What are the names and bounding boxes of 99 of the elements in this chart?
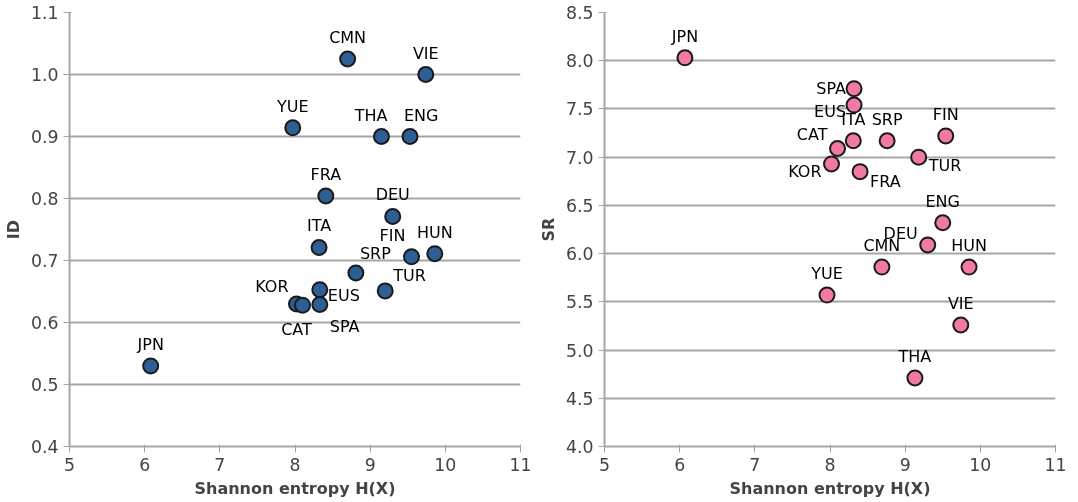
series-label: SRP — [359, 243, 392, 263]
series-label: JPN — [136, 334, 164, 354]
point — [845, 80, 863, 98]
series-label: KOR — [255, 276, 289, 296]
y-tick-label: 4.0 — [565, 437, 594, 457]
series-label: YUE — [275, 96, 309, 116]
point — [919, 236, 937, 254]
series-label: FIN — [379, 225, 406, 245]
x-tick-label: 6 — [674, 454, 686, 475]
series-label: HUN — [951, 236, 987, 256]
y-axis-title: SR — [538, 217, 558, 242]
x-tick-label: 7 — [749, 454, 761, 475]
x-axis-title: Shannon entropy H(X) — [729, 478, 931, 498]
x-tick-label: 5 — [598, 454, 611, 475]
point — [878, 132, 896, 150]
point — [844, 132, 862, 150]
series-label: YUE — [810, 264, 843, 284]
y-tick-label: 0.9 — [30, 127, 59, 147]
point — [403, 248, 421, 266]
point — [426, 245, 444, 263]
point — [851, 163, 869, 181]
x-tick-label: 7 — [214, 454, 226, 475]
point — [676, 49, 694, 67]
y-tick-label: 8.0 — [565, 51, 594, 72]
y-tick-label: 1.0 — [30, 65, 59, 85]
series-label: ENG — [925, 191, 960, 211]
y-tick-label: 0.6 — [30, 313, 59, 333]
series-label: HUN — [416, 222, 453, 242]
y-tick-label: 4.5 — [565, 388, 594, 409]
y-tick-label: 1.1 — [30, 3, 59, 23]
series-label: THA — [897, 347, 932, 367]
point — [284, 119, 302, 137]
point — [960, 258, 978, 276]
point — [372, 128, 390, 145]
point — [384, 207, 402, 225]
x-tick-label: 11 — [1044, 454, 1067, 475]
point — [818, 286, 836, 304]
point — [142, 357, 160, 375]
x-tick-label: 9 — [364, 454, 376, 475]
series-label: EUS — [327, 286, 360, 306]
series-label: DEU — [375, 185, 410, 205]
point — [376, 282, 394, 300]
y-tick-label: 7.5 — [565, 99, 594, 120]
series-label: TUR — [392, 265, 426, 285]
point — [317, 187, 335, 205]
y-tick-label: 5.0 — [565, 340, 594, 361]
x-tick-label: 6 — [139, 454, 151, 475]
point — [347, 264, 365, 282]
x-tick-label: 11 — [509, 454, 532, 475]
x-tick-label: 9 — [899, 454, 911, 475]
point — [845, 96, 863, 114]
point — [311, 296, 329, 314]
x-tick-label: 5 — [63, 454, 76, 475]
point — [873, 258, 891, 276]
point — [311, 281, 329, 299]
series-label: CAT — [796, 125, 828, 145]
series-label: ENG — [404, 105, 439, 125]
series-label: VIE — [412, 43, 439, 63]
series-label: CAT — [281, 319, 313, 339]
point — [823, 155, 840, 173]
y-tick-label: 0.7 — [30, 251, 59, 271]
point — [339, 50, 357, 68]
y-tick-label: 8.5 — [565, 3, 594, 23]
point — [934, 214, 952, 232]
series-label: TUR — [927, 155, 962, 175]
y-tick-label: 0.4 — [30, 437, 59, 457]
y-tick-label: 7.0 — [565, 147, 594, 168]
y-tick-label: 0.8 — [30, 189, 59, 209]
point — [401, 128, 419, 145]
point — [937, 127, 955, 145]
series-label: FRA — [870, 172, 901, 192]
point — [310, 238, 328, 256]
point — [906, 369, 924, 387]
x-axis-title: Shannon entropy H(X) — [194, 478, 396, 498]
x-tick-label: 10 — [969, 454, 992, 475]
series-label: KOR — [788, 162, 822, 182]
x-tick-label: 10 — [434, 454, 457, 475]
x-tick-label: 8 — [289, 454, 301, 475]
series-label: ITA — [306, 216, 332, 236]
point — [294, 296, 312, 314]
series-label: SPA — [329, 317, 360, 337]
y-tick-label: 0.5 — [30, 375, 59, 395]
point — [910, 148, 928, 166]
y-tick-label: 6.0 — [565, 244, 594, 265]
series-label: THA — [353, 105, 388, 125]
point — [417, 66, 435, 83]
series-label: FIN — [932, 104, 959, 124]
series-label: CMN — [329, 28, 367, 47]
point — [829, 140, 847, 157]
series-label: VIE — [947, 293, 974, 313]
series-label: SRP — [871, 109, 903, 129]
y-tick-label: 6.5 — [565, 195, 594, 216]
y-tick-label: 5.5 — [565, 292, 594, 313]
point — [952, 316, 970, 334]
x-tick-label: 8 — [824, 454, 836, 475]
series-label: FRA — [310, 165, 342, 185]
y-axis-title: ID — [3, 219, 23, 240]
series-label: SPA — [816, 79, 847, 99]
series-label: JPN — [670, 26, 699, 46]
